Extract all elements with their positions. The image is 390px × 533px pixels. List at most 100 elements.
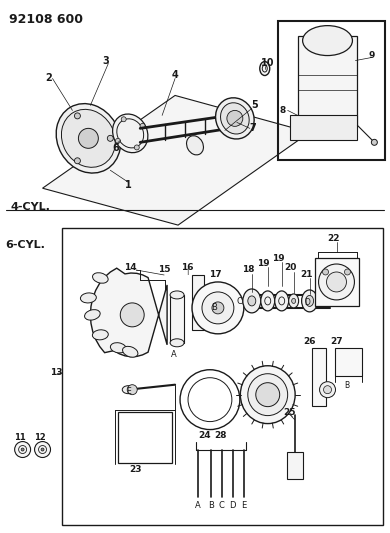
- Circle shape: [319, 264, 355, 300]
- Text: 13: 13: [51, 368, 63, 377]
- Circle shape: [202, 292, 234, 324]
- Circle shape: [344, 269, 351, 275]
- Circle shape: [78, 128, 98, 148]
- Circle shape: [326, 272, 346, 292]
- Text: 6: 6: [112, 143, 119, 154]
- Text: C: C: [219, 501, 225, 510]
- Ellipse shape: [261, 291, 275, 311]
- Ellipse shape: [85, 310, 100, 320]
- Ellipse shape: [56, 103, 121, 173]
- Ellipse shape: [220, 103, 249, 134]
- Ellipse shape: [260, 61, 270, 76]
- Text: C: C: [237, 297, 243, 306]
- Bar: [312, 348, 326, 406]
- Polygon shape: [90, 268, 167, 357]
- Circle shape: [371, 139, 378, 146]
- Circle shape: [21, 448, 24, 451]
- Ellipse shape: [248, 296, 256, 306]
- Circle shape: [212, 302, 224, 314]
- Text: 16: 16: [181, 263, 193, 272]
- Text: 2: 2: [45, 74, 52, 84]
- Text: 92108 600: 92108 600: [9, 13, 83, 26]
- Circle shape: [74, 113, 80, 119]
- Circle shape: [323, 269, 328, 275]
- Ellipse shape: [216, 98, 254, 139]
- Text: 3: 3: [102, 55, 109, 66]
- Circle shape: [324, 386, 332, 394]
- Circle shape: [74, 158, 80, 164]
- Polygon shape: [43, 95, 310, 225]
- Text: 17: 17: [209, 270, 221, 279]
- Ellipse shape: [110, 343, 126, 353]
- Text: B: B: [208, 501, 214, 510]
- Circle shape: [192, 282, 244, 334]
- Bar: [290, 116, 357, 140]
- Circle shape: [319, 382, 335, 398]
- Text: 25: 25: [284, 408, 296, 417]
- Ellipse shape: [80, 293, 96, 303]
- Ellipse shape: [186, 136, 204, 155]
- Circle shape: [35, 441, 51, 457]
- Bar: [118, 411, 172, 464]
- Text: D: D: [305, 298, 310, 308]
- Text: 22: 22: [327, 233, 340, 243]
- Text: 10: 10: [261, 58, 275, 68]
- Text: D: D: [230, 501, 236, 510]
- Text: 9: 9: [369, 51, 375, 60]
- Text: 4-CYL.: 4-CYL.: [11, 202, 51, 212]
- Text: |: |: [186, 269, 188, 276]
- Bar: [315, 258, 360, 306]
- Text: 14: 14: [124, 263, 136, 272]
- Bar: [335, 348, 362, 376]
- Text: 4: 4: [172, 70, 179, 80]
- Ellipse shape: [248, 374, 288, 416]
- Text: 15: 15: [158, 265, 170, 274]
- Text: 1: 1: [125, 180, 131, 190]
- Text: 27: 27: [330, 337, 343, 346]
- Circle shape: [256, 383, 280, 407]
- Text: A: A: [195, 501, 201, 510]
- Text: 20: 20: [284, 263, 297, 272]
- Ellipse shape: [292, 298, 296, 303]
- Bar: [298, 36, 357, 125]
- Text: 28: 28: [215, 431, 227, 440]
- Text: B: B: [211, 303, 217, 312]
- Ellipse shape: [170, 339, 184, 347]
- Bar: [192, 275, 204, 330]
- Circle shape: [115, 139, 121, 143]
- Text: 26: 26: [303, 337, 316, 346]
- Ellipse shape: [92, 273, 108, 283]
- Bar: [287, 451, 303, 480]
- Ellipse shape: [243, 289, 261, 313]
- Text: 21: 21: [300, 270, 313, 279]
- Bar: [278, 21, 385, 160]
- Text: 23: 23: [129, 465, 142, 474]
- Text: 5: 5: [252, 100, 258, 110]
- Circle shape: [121, 117, 126, 122]
- Bar: [62, 228, 383, 526]
- Ellipse shape: [289, 294, 299, 308]
- Ellipse shape: [275, 291, 289, 311]
- Text: 6-CYL.: 6-CYL.: [6, 240, 46, 250]
- Circle shape: [107, 135, 113, 141]
- Circle shape: [127, 385, 137, 394]
- Ellipse shape: [113, 114, 148, 152]
- Text: 7: 7: [250, 123, 256, 133]
- Text: E: E: [241, 501, 246, 510]
- Ellipse shape: [61, 109, 115, 167]
- Bar: [170, 295, 184, 343]
- Ellipse shape: [306, 295, 314, 306]
- Circle shape: [15, 441, 30, 457]
- Text: 12: 12: [34, 433, 45, 442]
- Ellipse shape: [122, 386, 134, 394]
- Ellipse shape: [303, 26, 353, 55]
- Text: 19: 19: [272, 254, 285, 263]
- Text: 19: 19: [257, 259, 270, 268]
- Ellipse shape: [122, 346, 138, 357]
- Text: 18: 18: [241, 265, 254, 274]
- Circle shape: [134, 145, 139, 150]
- Circle shape: [120, 303, 144, 327]
- Ellipse shape: [240, 366, 295, 424]
- Text: A: A: [171, 350, 177, 359]
- Text: B: B: [344, 381, 349, 390]
